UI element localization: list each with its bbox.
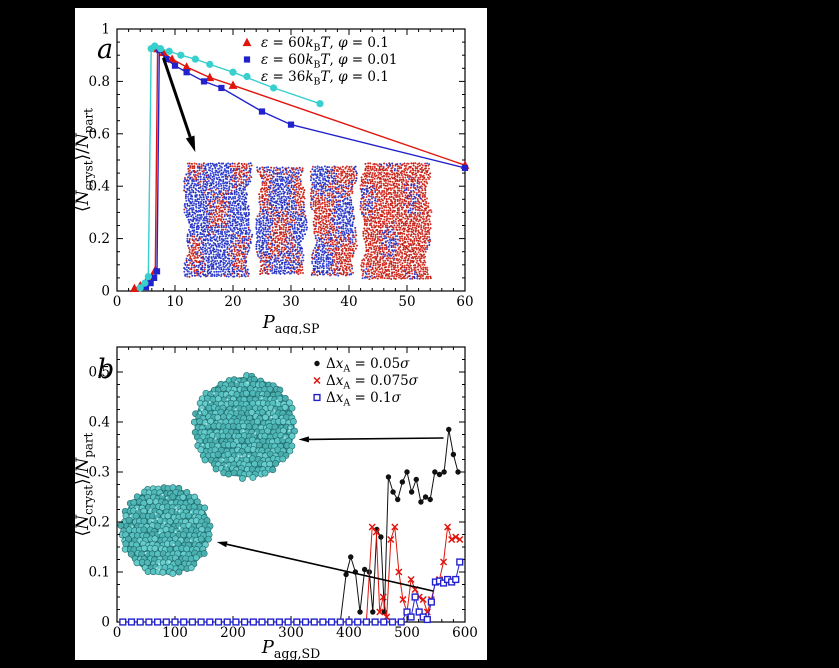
- panel-a: 0 10 20 30 40 50 60 0 0.2 0.4 0.6 0.8 1 Pagg,SP ⟨Ncrys…: [75, 8, 487, 334]
- panel-b-inset-canvas: [75, 334, 487, 660]
- x-axis-label: Pagg,SD: [261, 637, 321, 660]
- x-tick-label: 400: [336, 625, 362, 641]
- panel-a-inset-canvas: [75, 8, 487, 334]
- y-tick-label: 0: [101, 615, 110, 631]
- y-tick-label: 0.4: [89, 179, 110, 195]
- y-tick-label: 0.8: [89, 74, 110, 90]
- arrow-annotations: [216, 436, 444, 592]
- y-tick-label: 0.5: [89, 365, 110, 381]
- y-axis-label: ⟨Ncryst⟩/Npart: [75, 432, 96, 536]
- panel-a-plot: 0 10 20 30 40 50 60 0 0.2 0.4 0.6 0.8 1 Pagg,SP ⟨Ncrys…: [75, 22, 474, 335]
- legend-label: ΔxA = 0.1σ: [326, 390, 402, 409]
- panel-b-plot: 0 100 200 300 400 500 600 0 0.1 0.2 0.3 0.4 0.5 Pagg,…: [75, 346, 478, 660]
- axes: 0 100 200 300 400 500 600 0 0.1 0.2 0.3 0.4 0.5: [89, 346, 478, 641]
- legend-label: ε = 60kBT, φ = 0.01: [261, 52, 397, 71]
- x-tick-label: 50: [398, 294, 415, 310]
- x-tick-label: 0: [113, 625, 122, 641]
- arrow-annotations: [161, 57, 196, 153]
- x-tick-label: 10: [166, 294, 183, 310]
- legend: ε = 60kBT, φ = 0.1ε = 60kBT, φ = 0.01ε =…: [242, 35, 397, 88]
- axes: 0 10 20 30 40 50 60 0 0.2 0.4 0.6 0.8 1: [89, 22, 474, 311]
- y-tick-label: 0.1: [89, 565, 110, 581]
- y-tick-label: 0.6: [89, 126, 110, 142]
- y-tick-label: 0.2: [89, 231, 110, 247]
- figure-panel: 0 10 20 30 40 50 60 0 0.2 0.4 0.6 0.8 1 Pagg,SP ⟨Ncrys…: [75, 8, 487, 660]
- y-tick-label: 0.2: [89, 515, 110, 531]
- panel-b: 0 100 200 300 400 500 600 0 0.1 0.2 0.3 0.4 0.5 Pagg,…: [75, 334, 487, 660]
- y-tick-label: 0: [101, 284, 110, 300]
- x-tick-label: 100: [162, 625, 188, 641]
- y-axis-label: ⟨Ncryst⟩/Npart: [75, 108, 96, 212]
- x-tick-label: 500: [394, 625, 420, 641]
- series-dxA-0.075: [119, 523, 464, 626]
- panel-letter: b: [97, 354, 114, 385]
- x-tick-label: 20: [224, 294, 241, 310]
- panel-letter: a: [97, 34, 113, 65]
- y-tick-label: 1: [101, 22, 110, 38]
- series-dxA-0.1: [119, 558, 464, 626]
- x-tick-label: 30: [282, 294, 299, 310]
- legend-label: ΔxA = 0.075σ: [326, 373, 419, 392]
- x-tick-label: 0: [113, 294, 122, 310]
- legend-label: ε = 60kBT, φ = 0.1: [261, 35, 389, 54]
- x-tick-label: 300: [278, 625, 304, 641]
- y-tick-label: 0.3: [89, 465, 110, 481]
- y-tick-label: 0.4: [89, 415, 110, 431]
- x-tick-label: 60: [456, 294, 473, 310]
- x-tick-label: 600: [452, 625, 478, 641]
- x-tick-label: 200: [220, 625, 246, 641]
- series-eps36-phi0.1: [136, 42, 324, 292]
- legend-label: ΔxA = 0.05σ: [326, 356, 410, 375]
- x-axis-label: Pagg,SP: [262, 312, 320, 334]
- series-eps60-phi0.01: [142, 46, 469, 291]
- legend-label: ε = 36kBT, φ = 0.1: [261, 69, 389, 88]
- x-tick-label: 40: [340, 294, 357, 310]
